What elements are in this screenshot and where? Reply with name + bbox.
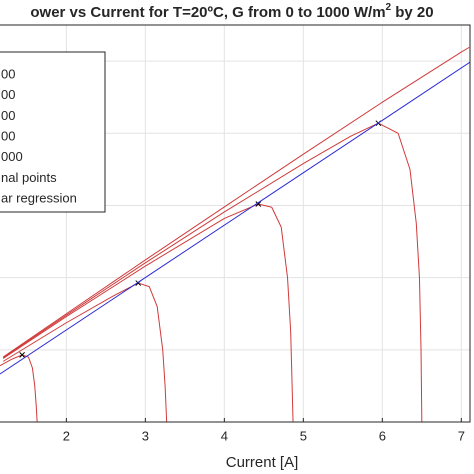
title-text: ower vs Current for T=20ºC, G from 0 to … [30, 4, 385, 21]
chart-title: ower vs Current for T=20ºC, G from 0 to … [30, 2, 433, 21]
legend-entry: 00 [1, 66, 15, 81]
legend-box [0, 51, 106, 213]
title-superscript: 2 [386, 2, 392, 13]
x-tick-label: 4 [221, 428, 228, 443]
series-line [0, 61, 470, 375]
legend-entry: nal points [1, 170, 57, 185]
x-tick-label: 2 [63, 428, 70, 443]
series-line [0, 354, 38, 422]
title-tail: by 20 [391, 4, 434, 21]
x-tick-label: 6 [379, 428, 386, 443]
optimal-point [255, 201, 262, 207]
legend-entry: ar regression [1, 191, 77, 206]
legend-entry: 000 [1, 149, 23, 164]
series-line [2, 203, 294, 422]
plot-area [0, 46, 470, 422]
x-tick-label: 3 [142, 428, 149, 443]
series-line [2, 282, 168, 422]
x-tick-label: 5 [300, 428, 307, 443]
axes-box [0, 24, 471, 423]
optimal-point [19, 352, 25, 358]
legend-entry: 00 [1, 87, 15, 102]
x-axis-label: Current [A] [226, 454, 299, 471]
x-tick-label: 7 [458, 428, 465, 443]
legend-entry: 00 [1, 108, 15, 123]
legend-entry: 00 [1, 129, 15, 144]
series-line [2, 46, 470, 358]
